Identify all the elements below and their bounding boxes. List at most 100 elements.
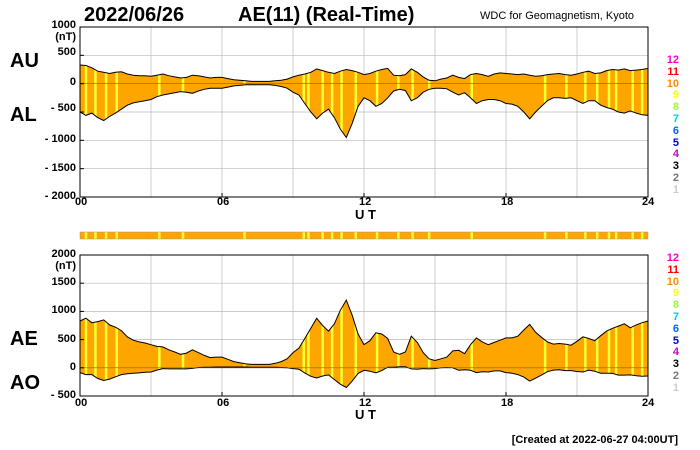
station-change-stripe [631, 300, 634, 388]
station-change-stripe [104, 65, 108, 138]
station-change-stripe [354, 65, 358, 138]
station-bar-segment [607, 232, 611, 239]
station-bar-segment [375, 232, 379, 239]
station-change-stripe [94, 65, 97, 138]
x-axis-title: U T [355, 207, 376, 222]
x-tick-label: 12 [359, 196, 372, 208]
station-bar-segment [614, 232, 618, 239]
station-count-label: 3 [672, 160, 679, 173]
station-count-label: 10 [666, 77, 679, 90]
station-change-stripe [302, 300, 305, 388]
station-bar-segment [158, 232, 161, 239]
station-count-label: 4 [672, 148, 679, 161]
station-count-label: 3 [672, 358, 679, 371]
station-bar-segment [84, 232, 88, 239]
station-count-label: 6 [672, 124, 679, 137]
station-count-label: 5 [672, 334, 679, 347]
y-tick-label: 500 [57, 333, 76, 345]
ao-label: AO [10, 372, 40, 394]
station-bar-segment [631, 232, 634, 239]
station-count-label: 1 [672, 183, 679, 196]
station-bar-segment [340, 232, 343, 239]
y-tick-label: - 1000 [44, 133, 76, 145]
area-fill [80, 300, 648, 388]
station-change-stripe [543, 300, 547, 388]
station-change-stripe [543, 65, 547, 138]
station-bar-segment [470, 232, 473, 239]
ae-series-line [79, 298, 649, 365]
station-bar-segment [94, 232, 97, 239]
station-bar-segment [181, 232, 185, 239]
station-bar-segment [302, 232, 305, 239]
y-tick-label: 500 [57, 46, 76, 58]
y-tick-label: - 2000 [44, 190, 76, 202]
station-bar-segment [411, 232, 414, 239]
station-bar-segment [427, 232, 431, 239]
station-scale-top: 12 11 10 9 8 7 6 5 4 3 2 1 [649, 54, 679, 197]
station-count-label: 12 [666, 54, 679, 66]
station-change-stripe [243, 300, 246, 388]
y-unit-label: (nT) [55, 260, 76, 272]
station-change-stripe [614, 300, 618, 388]
station-change-stripe [340, 300, 343, 388]
station-count-label: 4 [672, 346, 679, 359]
station-change-stripe [427, 300, 431, 388]
station-change-stripe [321, 65, 324, 138]
station-change-stripe [607, 300, 611, 388]
station-count-label: 2 [672, 171, 679, 184]
x-tick-label: 12 [359, 397, 372, 409]
chart-title: AE(11) (Real-Time) [238, 4, 415, 26]
station-count-label: 10 [666, 275, 679, 288]
station-change-stripe [614, 65, 618, 138]
station-count-label: 5 [672, 136, 679, 149]
x-tick-label: 24 [642, 397, 655, 409]
station-change-stripe [181, 300, 185, 388]
station-change-stripe [307, 65, 310, 138]
chart-date: 2022/06/26 [84, 4, 185, 26]
y-tick-label: - 500 [50, 102, 76, 114]
station-bar [80, 232, 648, 239]
area-fill [80, 65, 648, 138]
station-change-stripe [307, 300, 310, 388]
station-change-stripe [340, 65, 343, 138]
station-bar-segment [565, 232, 568, 239]
station-change-stripe [158, 300, 161, 388]
source-label: WDC for Geomagnetism, Kyoto [480, 10, 635, 22]
station-change-stripe [397, 300, 400, 388]
station-change-stripe [584, 65, 587, 138]
station-bar-segment [243, 232, 246, 239]
station-bar-segment [543, 232, 547, 239]
x-tick-label: 18 [501, 397, 514, 409]
station-change-stripe [640, 300, 644, 388]
y-tick-label: - 1500 [44, 162, 76, 174]
station-bar-segment [354, 232, 358, 239]
station-change-stripe [565, 300, 568, 388]
station-change-stripe [640, 65, 644, 138]
station-count-label: 6 [672, 322, 679, 335]
station-bar-segment [640, 232, 644, 239]
y-tick-label: 1000 [51, 19, 76, 31]
al-label: AL [10, 104, 37, 126]
station-bar-segment [115, 232, 118, 239]
station-count-label: 9 [672, 287, 679, 300]
station-count-label: 12 [666, 252, 679, 264]
station-count-label: 7 [672, 112, 679, 125]
station-change-stripe [375, 65, 379, 138]
station-bar-segment [584, 232, 587, 239]
station-change-stripe [595, 300, 599, 388]
y-tick-label: 2000 [51, 248, 76, 260]
x-tick-label: 06 [217, 196, 230, 208]
station-bar-segment [330, 232, 334, 239]
x-tick-label: 24 [642, 196, 655, 208]
station-bar-segment [307, 232, 310, 239]
station-change-stripe [84, 65, 88, 138]
station-change-stripe [321, 300, 324, 388]
created-timestamp: [Created at 2022-06-27 04:00UT] [511, 434, 678, 446]
au-label: AU [10, 50, 39, 72]
station-change-stripe [470, 300, 473, 388]
ao-series-line [79, 366, 649, 389]
station-count-label: 7 [672, 310, 679, 323]
station-change-stripe [411, 300, 414, 388]
x-tick-label: 00 [75, 397, 88, 409]
